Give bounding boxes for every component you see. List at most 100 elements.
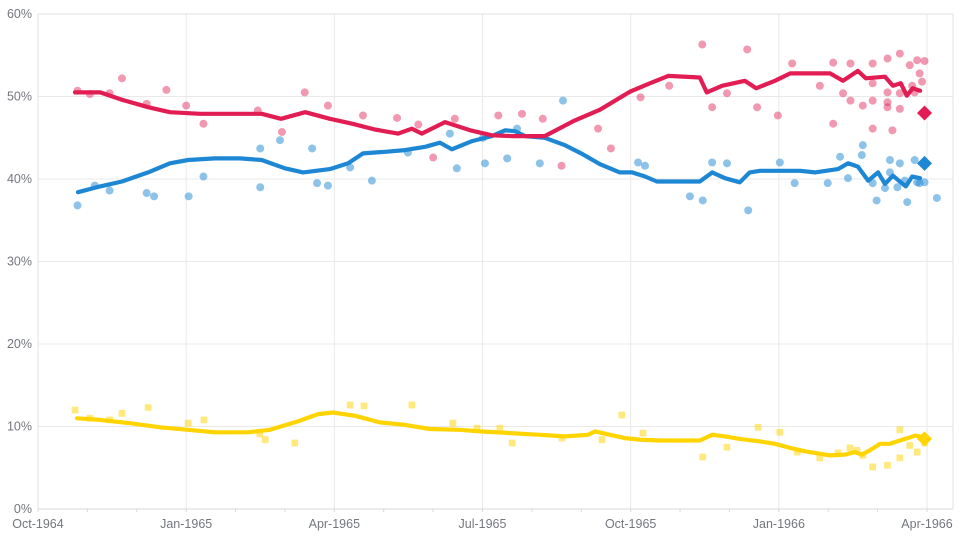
x-tick-label: Apr-1966 xyxy=(901,517,952,531)
red-series-poll-point xyxy=(858,101,867,110)
blue-series-poll-point xyxy=(857,151,866,160)
red-series-poll-point xyxy=(829,119,838,128)
yellow-series-result-diamond xyxy=(917,431,933,447)
blue-series-poll-point xyxy=(744,206,753,215)
red-series-poll-point xyxy=(920,57,929,66)
yellow-series-poll-point xyxy=(906,442,914,449)
blue-series-poll-point xyxy=(895,159,904,168)
red-series-poll-point xyxy=(868,96,877,105)
x-tick-label: Oct-1965 xyxy=(605,517,656,531)
blue-series-poll-point xyxy=(893,183,902,192)
yellow-series-poll-point xyxy=(346,401,354,409)
red-series-poll-point xyxy=(829,58,838,67)
blue-series-poll-point xyxy=(823,179,832,188)
blue-series-poll-point xyxy=(634,158,643,167)
blue-series-poll-point xyxy=(920,178,929,187)
red-series-poll-point xyxy=(708,103,717,112)
red-series-poll-point xyxy=(450,114,459,123)
red-series-poll-point xyxy=(538,114,547,123)
blue-series-poll-point xyxy=(73,201,82,210)
red-series-poll-point xyxy=(182,101,191,110)
red-series-poll-point xyxy=(913,56,922,65)
x-tick-label: Jan-1965 xyxy=(160,517,212,531)
red-series-poll-point xyxy=(815,81,824,90)
blue-series-poll-point xyxy=(367,176,376,185)
red-series-poll-point xyxy=(905,61,914,70)
red-series-poll-point xyxy=(518,109,527,118)
red-series-poll-point xyxy=(839,89,848,98)
blue-series-poll-point xyxy=(199,172,208,181)
blue-series-poll-point xyxy=(276,136,285,145)
red-series-poll-point xyxy=(277,127,286,136)
red-series-poll-point xyxy=(393,113,402,122)
y-tick-label: 0% xyxy=(14,502,32,516)
red-series-poll-point xyxy=(722,89,731,98)
red-series-poll-point xyxy=(868,59,877,68)
red-series-poll-point xyxy=(883,88,892,97)
red-series-poll-point xyxy=(883,54,892,63)
blue-series-poll-point xyxy=(559,96,568,105)
x-tick-label: Oct-1964 xyxy=(12,517,63,531)
y-tick-label: 20% xyxy=(7,337,32,351)
blue-series-poll-point xyxy=(836,152,845,161)
blue-series-poll-point xyxy=(790,179,799,188)
yellow-series-poll-point xyxy=(184,419,192,427)
y-tick-label: 30% xyxy=(7,255,32,269)
red-series-poll-point xyxy=(895,49,904,58)
yellow-series-poll-point xyxy=(360,402,368,410)
blue-series-poll-point xyxy=(722,159,731,168)
blue-series-poll-point xyxy=(910,156,919,165)
red-series-poll-point xyxy=(888,126,897,135)
yellow-series-poll-point xyxy=(618,411,626,419)
x-tick-label: Jul-1965 xyxy=(459,517,507,531)
red-series-poll-point xyxy=(846,96,855,105)
yellow-series-trend-line xyxy=(74,410,923,458)
blue-series-poll-point xyxy=(903,198,912,207)
blue-series-poll-point xyxy=(323,181,332,190)
red-series-poll-point xyxy=(414,120,423,129)
red-series-poll-point xyxy=(429,153,438,162)
blue-series-poll-point xyxy=(858,141,867,150)
yellow-series-poll-point xyxy=(699,453,707,461)
yellow-series-poll-point xyxy=(144,404,152,411)
red-series-poll-point xyxy=(665,81,674,90)
yellow-series-poll-point xyxy=(200,416,208,424)
yellow-series-poll-point xyxy=(598,436,606,444)
red-series-poll-point xyxy=(918,77,927,86)
blue-series-poll-point xyxy=(640,161,649,170)
red-series-poll-point xyxy=(753,103,762,112)
y-tick-label: 50% xyxy=(7,90,32,104)
blue-series-poll-point xyxy=(885,156,894,165)
yellow-series-poll-point xyxy=(291,439,299,447)
blue-series-poll-point xyxy=(480,159,489,168)
yellow-series-poll-point xyxy=(846,444,854,452)
blue-series-poll-point xyxy=(503,154,512,163)
red-series-poll-point xyxy=(743,45,752,54)
blue-series-poll-point xyxy=(256,183,265,192)
blue-series-poll-point xyxy=(932,193,941,202)
yellow-series-poll-point xyxy=(913,448,921,456)
yellow-series-poll-point xyxy=(449,419,457,427)
red-series-poll-point xyxy=(895,104,904,113)
red-series-poll-point xyxy=(868,124,877,133)
yellow-series-poll-point xyxy=(71,406,79,414)
yellow-series-poll-point xyxy=(776,428,784,436)
yellow-series-poll-point xyxy=(754,423,762,431)
blue-series-poll-point xyxy=(535,159,544,168)
yellow-series-poll-point xyxy=(723,443,731,451)
red-series-trend-line xyxy=(72,68,923,139)
blue-series-poll-point xyxy=(184,192,193,201)
red-series-poll-point xyxy=(698,40,707,49)
red-series-poll-point xyxy=(788,59,797,68)
yellow-series-poll-point xyxy=(884,461,891,469)
red-series-poll-point xyxy=(846,59,855,68)
red-series-poll-point xyxy=(162,85,171,94)
blue-series-trend-line xyxy=(75,128,923,195)
blue-series-poll-point xyxy=(142,189,151,198)
red-series-poll-point xyxy=(895,89,904,98)
red-series-poll-point xyxy=(883,98,892,107)
red-series-poll-point xyxy=(883,103,892,112)
blue-series-poll-point xyxy=(313,179,322,188)
red-series-poll-point xyxy=(594,124,603,133)
